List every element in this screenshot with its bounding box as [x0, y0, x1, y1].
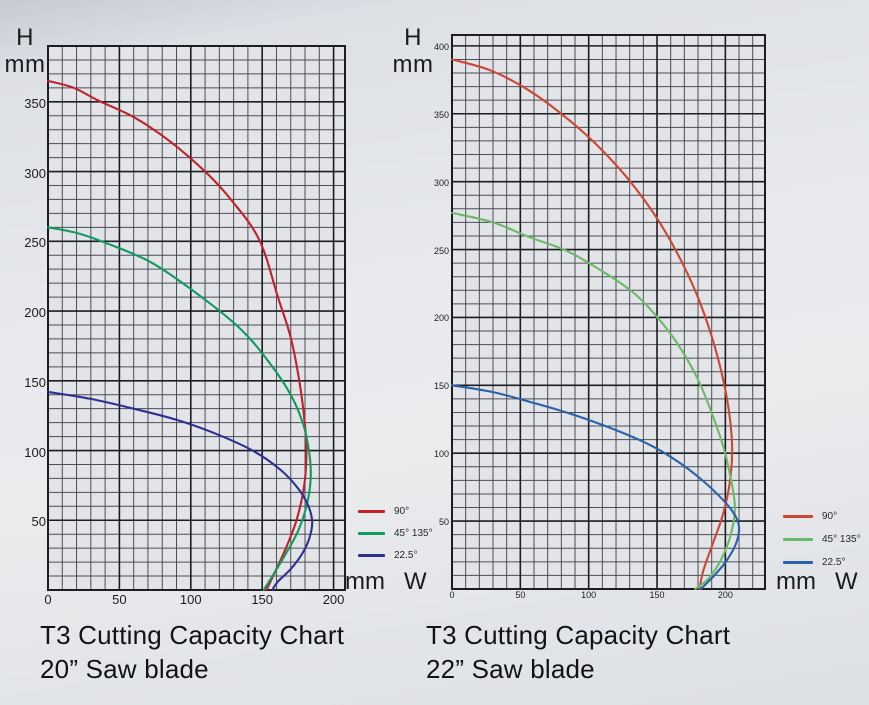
- legend-line-22-5deg: [783, 561, 813, 564]
- plot-frame: [47, 45, 346, 591]
- plot-area: [450, 34, 766, 591]
- legend-line-45deg-135deg: [783, 538, 813, 541]
- y-tick-label: 200: [433, 313, 449, 324]
- x-tick-label: 100: [179, 592, 202, 607]
- legend-item-45deg-135deg: 45° 135°: [783, 528, 861, 551]
- caption-title: T3 Cutting Capacity Chart: [426, 620, 731, 650]
- y-tick-label: 300: [24, 165, 46, 181]
- y-tick-label: 350: [24, 95, 46, 111]
- plot-frame: [451, 34, 766, 590]
- legend-label: 22.5°: [822, 557, 846, 568]
- x-tick-label: 0: [44, 592, 52, 607]
- curve-90deg: [46, 79, 308, 592]
- curve-90deg: [450, 58, 734, 591]
- legend-line-90deg: [783, 515, 813, 518]
- y-tick-label: 50: [31, 514, 46, 530]
- curve-22-5deg: [450, 384, 741, 591]
- legend-item-22-5deg: 22.5°: [358, 544, 433, 566]
- x-tick-label: 50: [515, 590, 526, 600]
- x-axis-letter: W: [403, 568, 427, 595]
- x-axis-unit: mm: [776, 568, 816, 595]
- x-tick-label: 50: [112, 592, 127, 607]
- legend: 90° 45° 135° 22.5°: [358, 500, 433, 566]
- y-tick-label: 100: [433, 449, 449, 460]
- x-axis-letter: W: [834, 568, 858, 595]
- legend-item-90deg: 90°: [358, 500, 433, 522]
- y-tick-label: 50: [438, 517, 449, 528]
- y-axis-title: H mm: [390, 24, 436, 78]
- grid-major: [48, 46, 345, 590]
- y-axis-title: H mm: [2, 24, 48, 78]
- y-tick-label: 150: [24, 374, 46, 390]
- caption-subtitle: 20” Saw blade: [40, 654, 209, 684]
- y-axis-unit: mm: [4, 51, 46, 78]
- grid-major: [452, 35, 765, 589]
- y-axis-letter: H: [404, 24, 422, 51]
- caption-subtitle: 22” Saw blade: [426, 654, 595, 684]
- x-tick-label: 100: [581, 590, 597, 600]
- plot-background: [452, 35, 765, 589]
- legend-item-22-5deg: 22.5°: [783, 551, 861, 574]
- legend-label: 45° 135°: [394, 527, 433, 539]
- legend-label: 90°: [394, 505, 410, 517]
- grid-minor: [452, 35, 765, 589]
- x-tick-label: 150: [251, 592, 274, 607]
- caption-title: T3 Cutting Capacity Chart: [40, 620, 345, 650]
- plot-area: [46, 45, 346, 592]
- x-axis-title: mm W: [776, 568, 858, 596]
- plot-background: [48, 46, 345, 590]
- legend-line-22-5deg: [358, 553, 385, 557]
- x-axis-title: mm W: [345, 568, 427, 596]
- y-tick-label: 400: [433, 41, 449, 52]
- legend-label: 90°: [822, 511, 838, 522]
- y-tick-label: 350: [433, 109, 449, 120]
- legend-label: 22.5°: [394, 549, 418, 561]
- curve-45deg-135deg: [450, 211, 736, 591]
- x-tick-label: 200: [717, 590, 733, 600]
- y-tick-label: 250: [433, 245, 449, 256]
- y-tick-label: 200: [24, 305, 46, 321]
- chart-caption: T3 Cutting Capacity Chart 20” Saw blade: [40, 618, 344, 686]
- chart-caption: T3 Cutting Capacity Chart 22” Saw blade: [426, 618, 730, 686]
- y-tick-label: 150: [433, 381, 449, 392]
- y-axis-letter: H: [16, 24, 34, 51]
- legend: 90° 45° 135° 22.5°: [783, 505, 861, 574]
- x-tick-label: 150: [649, 590, 665, 600]
- y-tick-label: 100: [24, 444, 46, 460]
- legend-label: 45° 135°: [822, 534, 861, 545]
- y-tick-label: 300: [433, 177, 449, 188]
- legend-item-90deg: 90°: [783, 505, 861, 528]
- curve-22-5deg: [46, 390, 314, 592]
- x-tick-label: 200: [322, 592, 345, 607]
- legend-line-90deg: [358, 509, 385, 513]
- curve-45deg-135deg: [46, 226, 312, 592]
- y-axis-unit: mm: [392, 51, 434, 78]
- y-tick-label: 250: [24, 235, 46, 251]
- x-axis-unit: mm: [345, 568, 385, 595]
- legend-line-45deg-135deg: [358, 531, 385, 535]
- legend-item-45deg-135deg: 45° 135°: [358, 522, 433, 544]
- x-tick-label: 0: [449, 590, 455, 600]
